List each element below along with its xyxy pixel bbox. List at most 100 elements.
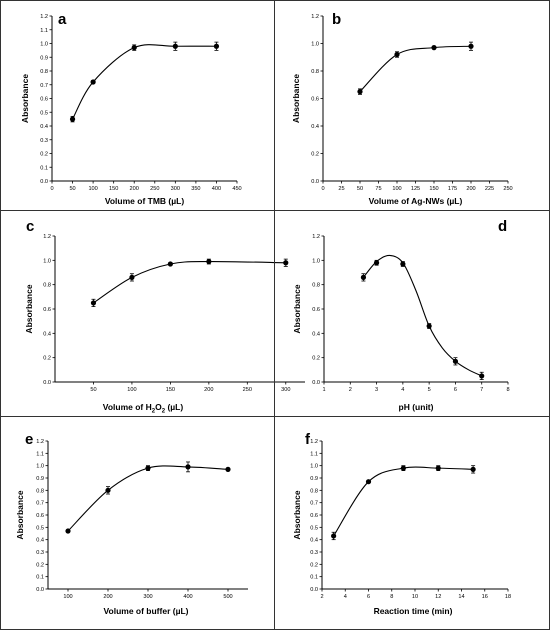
panel-d-data-point (373, 260, 380, 266)
panel-c-data-point (206, 258, 212, 265)
panel-a-y-tick-label: 1.2 (40, 14, 48, 20)
panel-a-x-tick-label: 350 (191, 186, 200, 192)
panel-b: b 0 25 50 75 100 125 150 175 200 225 2500.00.20.40… (274, 0, 550, 211)
panel-a-y-tick-label: 0.9 (40, 55, 48, 61)
panel-c-y-tick-label: 1.0 (43, 258, 51, 264)
panel-a-data-point (213, 43, 220, 49)
panel-f-y-tick-label: 1.2 (310, 439, 318, 445)
panel-e-x-tick-label: 400 (183, 594, 192, 600)
panel-f-ylabel: Absorbance (292, 490, 302, 539)
panel-f-x-tick-label: 6 (367, 594, 370, 600)
panel-f-letter: f (305, 431, 311, 448)
panel-b-x-tick-label: 50 (357, 186, 363, 192)
panel-f-x-tick-label: 18 (505, 594, 511, 600)
panel-c-x-tick-label: 200 (204, 387, 213, 393)
panel-a-y-tick-label: 0.5 (40, 110, 48, 116)
panel-f-data-point (365, 479, 372, 485)
panel-f-y-tick-label: 0.5 (310, 525, 318, 531)
panel-f-data-point (435, 465, 441, 471)
panel-c-xlabel-mid: O (155, 402, 162, 412)
panel-a-data-point (131, 45, 137, 51)
panel-e-data-point (65, 528, 71, 534)
panel-c-x-tick-label: 250 (243, 387, 252, 393)
panel-d-x-tick-label: 3 (375, 387, 378, 393)
panel-a-y-tick-label: 0.3 (40, 138, 48, 144)
panel-d-ylabel: Absorbance (292, 284, 302, 333)
panel-a-plot: 0 50 100 150 200 250 300 350 400 450 0.0 0.1 0.2 0.3 0… (40, 14, 241, 192)
panel-e-letter: e (25, 431, 33, 448)
panel-a-y-tick-label: 0.2 (40, 152, 48, 158)
panel-e-y-tick-label: 0.2 (36, 562, 44, 568)
panel-f: f 2 4 6 8 10 12 14 16 18 0.0 0.1 0.2 0.3 0.4 0.5 0.6 0.7… (274, 416, 550, 630)
panel-a-y-tick-label: 0.8 (40, 69, 48, 75)
panel-b-y-tick-label: 0.2 (311, 152, 319, 158)
panel-c-y-tick-label: 0.0 (43, 380, 51, 386)
panel-e-y-tick-label: 0.3 (36, 550, 44, 556)
panel-e-y-tick-label: 1.1 (36, 451, 44, 457)
panel-c-xlabel-sub2: 2 (162, 409, 166, 415)
panel-d-data-point (360, 274, 367, 280)
panel-d-x-tick-label: 8 (506, 387, 509, 393)
panel-e-y-tick-label: 0.1 (36, 575, 44, 581)
panel-f-x-tick-label: 14 (458, 594, 464, 600)
panel-f-y-tick-label: 0.6 (310, 513, 318, 519)
panel-b-y-tick-label: 1.0 (311, 42, 319, 48)
panel-f-y-tick-label: 0.0 (310, 587, 318, 593)
panel-f-x-tick-label: 2 (320, 594, 323, 600)
panel-c-data-point (283, 260, 289, 266)
panel-e-plot: 100 200 300 400 500 0.0 0.1 0.2 0.3 0.4 0.5 0.6 0.7 0… (36, 439, 248, 600)
panel-e-ylabel: Absorbance (15, 490, 25, 539)
panel-b-plot: 0 25 50 75 100 125 150 175 200 225 250 0.0 0.2 0.4 0.6… (311, 14, 512, 192)
panel-b-x-tick-label: 25 (338, 186, 344, 192)
panel-b-data-point (394, 51, 400, 58)
panel-c-xlabel-main: Volume of H (103, 402, 152, 412)
panel-f-x-tick-label: 16 (482, 594, 488, 600)
panel-b-y-tick-label: 1.2 (311, 14, 319, 20)
panel-a-data-point (69, 116, 76, 122)
panel-a-y-tick-label: 0.0 (40, 179, 48, 185)
panel-f-data-point (470, 466, 476, 472)
panel-b-x-tick-label: 175 (448, 186, 457, 192)
panel-c-x-tick-label: 100 (127, 387, 136, 393)
panel-a-y-tick-label: 0.6 (40, 97, 48, 103)
panel-d-data-point (400, 261, 406, 267)
panel-d-x-tick-label: 4 (401, 387, 404, 393)
panel-c-x-tick-label: 300 (281, 387, 290, 393)
panel-d-letter: d (498, 218, 507, 235)
panel-b-x-tick-label: 250 (503, 186, 512, 192)
panel-c-xlabel: Volume of H2O2 (µL) (103, 402, 184, 415)
panel-b-letter: b (332, 11, 341, 28)
panel-e-y-tick-label: 0.8 (36, 488, 44, 494)
panel-d-y-tick-label: 1.0 (312, 258, 320, 264)
panel-a-y-tick-label: 0.1 (40, 165, 48, 171)
panel-a-ylabel: Absorbance (20, 74, 30, 123)
panel-e-x-tick-label: 500 (223, 594, 232, 600)
panel-f-x-tick-label: 4 (344, 594, 347, 600)
panel-c-letter: c (26, 218, 34, 235)
panel-a-x-tick-label: 100 (88, 186, 97, 192)
panel-c-data-point (167, 261, 173, 267)
panel-a-y-tick-label: 0.4 (40, 124, 48, 130)
panel-f-plot: 2 4 6 8 10 12 14 16 18 0.0 0.1 0.2 0.3 0.4 0.5 0.6 0.7 0.… (310, 439, 511, 600)
panel-e-x-tick-label: 100 (63, 594, 72, 600)
panel-d-y-tick-label: 1.2 (312, 234, 320, 240)
panel-c-data-point (129, 274, 135, 280)
panel-e-xlabel: Volume of buffer (µL) (103, 606, 188, 616)
panel-b-x-tick-label: 0 (321, 186, 324, 192)
panel-f-x-tick-label: 10 (412, 594, 418, 600)
panel-a-x-tick-label: 150 (109, 186, 118, 192)
panel-b-x-tick-label: 100 (392, 186, 401, 192)
panel-a-y-tick-label: 1.0 (40, 42, 48, 48)
panel-c-x-tick-label: 50 (90, 387, 96, 393)
panel-e-y-tick-label: 0.5 (36, 525, 44, 531)
panel-f-y-tick-label: 0.4 (310, 538, 318, 544)
panel-c-y-tick-label: 0.6 (43, 307, 51, 313)
panel-b-x-tick-label: 200 (466, 186, 475, 192)
panel-a-x-tick-label: 450 (232, 186, 241, 192)
panel-d-data-point (452, 358, 459, 364)
panel-c-x-tick-label: 150 (166, 387, 175, 393)
panel-a-x-tick-label: 300 (171, 186, 180, 192)
panel-f-y-tick-label: 0.9 (310, 476, 318, 482)
panel-a-y-tick-label: 1.1 (40, 28, 48, 34)
